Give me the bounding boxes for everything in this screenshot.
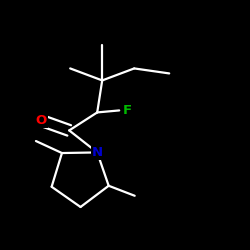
Text: O: O <box>36 114 47 127</box>
Text: F: F <box>123 104 132 117</box>
Text: N: N <box>92 146 103 159</box>
